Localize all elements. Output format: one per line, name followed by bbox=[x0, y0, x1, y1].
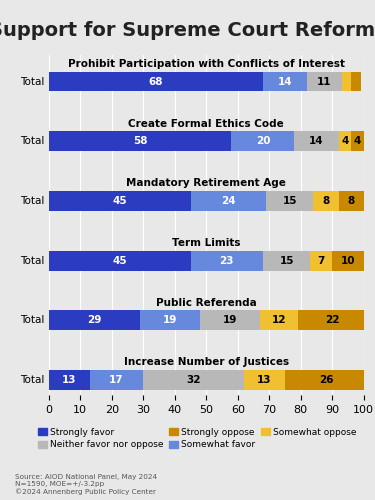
Text: 19: 19 bbox=[223, 316, 237, 326]
Text: 32: 32 bbox=[186, 375, 201, 385]
Text: 20: 20 bbox=[256, 136, 270, 146]
Bar bbox=[49, 310, 140, 330]
Text: 8: 8 bbox=[322, 196, 330, 206]
Bar bbox=[49, 191, 190, 211]
Bar bbox=[294, 132, 339, 151]
Text: 45: 45 bbox=[112, 256, 127, 266]
Text: 4: 4 bbox=[354, 136, 361, 146]
Text: Total: Total bbox=[20, 76, 44, 86]
Bar bbox=[263, 250, 310, 270]
Legend: Strongly favor, Neither favor nor oppose, Strongly oppose, Somewhat favor, Somew: Strongly favor, Neither favor nor oppose… bbox=[34, 424, 360, 453]
Text: 10: 10 bbox=[341, 256, 355, 266]
Text: 13: 13 bbox=[62, 375, 76, 385]
Bar bbox=[332, 250, 364, 270]
Text: Total: Total bbox=[20, 196, 44, 206]
Text: Prohibit Participation with Conflicts of Interest: Prohibit Participation with Conflicts of… bbox=[68, 59, 345, 69]
Bar bbox=[49, 132, 231, 151]
Bar bbox=[49, 250, 190, 270]
Text: Total: Total bbox=[20, 136, 44, 146]
Text: Increase Number of Justices: Increase Number of Justices bbox=[124, 358, 289, 368]
Bar bbox=[263, 72, 307, 92]
Bar bbox=[49, 370, 90, 390]
Bar bbox=[351, 72, 361, 92]
Text: Total: Total bbox=[20, 375, 44, 385]
Text: 26: 26 bbox=[319, 375, 333, 385]
Bar bbox=[339, 132, 351, 151]
Text: 14: 14 bbox=[309, 136, 324, 146]
Text: Source: AIOD National Panel, May 2024
N=1590, MOE=+/-3.2pp
©2024 Annenberg Publi: Source: AIOD National Panel, May 2024 N=… bbox=[15, 474, 157, 495]
Text: 15: 15 bbox=[282, 196, 297, 206]
Text: 12: 12 bbox=[272, 316, 286, 326]
Bar bbox=[190, 250, 263, 270]
Text: 19: 19 bbox=[163, 316, 177, 326]
Bar bbox=[200, 310, 260, 330]
Text: 13: 13 bbox=[257, 375, 272, 385]
Text: Term Limits: Term Limits bbox=[172, 238, 240, 248]
Text: Total: Total bbox=[20, 256, 44, 266]
Text: 23: 23 bbox=[219, 256, 234, 266]
Bar bbox=[314, 191, 339, 211]
Text: 68: 68 bbox=[148, 76, 163, 86]
Text: Create Formal Ethics Code: Create Formal Ethics Code bbox=[128, 118, 284, 128]
Bar bbox=[310, 250, 332, 270]
Bar bbox=[351, 132, 364, 151]
Text: Support for Supreme Court Reforms: Support for Supreme Court Reforms bbox=[0, 21, 375, 40]
Text: 17: 17 bbox=[109, 375, 124, 385]
Text: 22: 22 bbox=[325, 316, 339, 326]
Text: 45: 45 bbox=[112, 196, 127, 206]
Bar bbox=[342, 72, 351, 92]
Bar bbox=[90, 370, 143, 390]
Bar bbox=[339, 191, 364, 211]
Bar bbox=[285, 370, 367, 390]
Text: 7: 7 bbox=[318, 256, 325, 266]
Text: 24: 24 bbox=[221, 196, 236, 206]
Text: 4: 4 bbox=[341, 136, 348, 146]
Text: Mandatory Retirement Age: Mandatory Retirement Age bbox=[126, 178, 286, 188]
Text: 29: 29 bbox=[87, 316, 102, 326]
Text: 8: 8 bbox=[348, 196, 355, 206]
Bar bbox=[231, 132, 294, 151]
Text: 11: 11 bbox=[317, 76, 332, 86]
Bar bbox=[49, 72, 263, 92]
Text: Public Referenda: Public Referenda bbox=[156, 298, 256, 308]
Bar bbox=[190, 191, 266, 211]
Bar bbox=[260, 310, 298, 330]
Text: 14: 14 bbox=[278, 76, 292, 86]
Bar bbox=[298, 310, 367, 330]
Bar bbox=[143, 370, 244, 390]
Bar bbox=[244, 370, 285, 390]
Bar bbox=[307, 72, 342, 92]
Text: 58: 58 bbox=[133, 136, 147, 146]
Bar bbox=[140, 310, 200, 330]
Text: Total: Total bbox=[20, 316, 44, 326]
Text: 15: 15 bbox=[279, 256, 294, 266]
Bar bbox=[266, 191, 314, 211]
